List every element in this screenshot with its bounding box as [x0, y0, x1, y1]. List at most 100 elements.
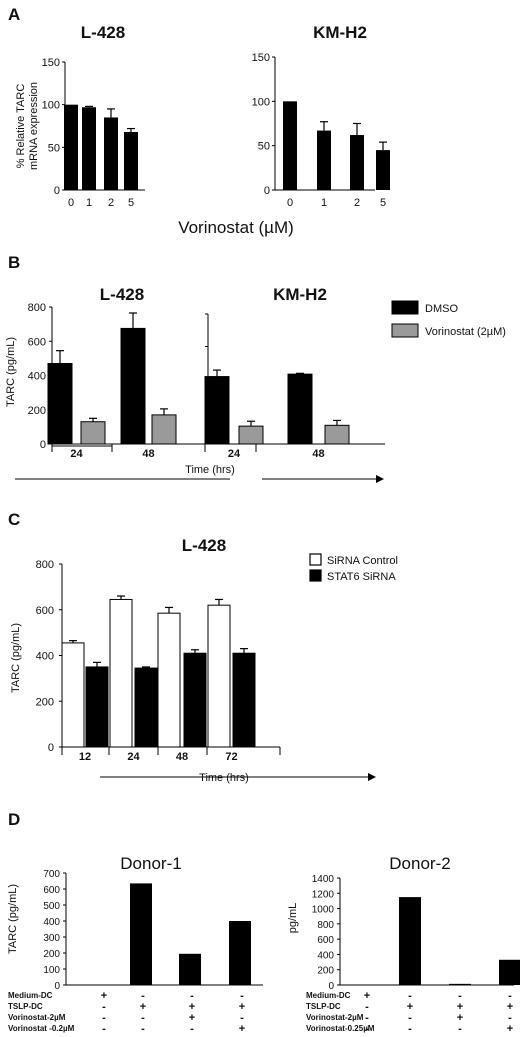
y-tick-label: 0 [54, 185, 60, 197]
panel-label-d: D [8, 810, 20, 829]
condition-sign: + [507, 1001, 513, 1013]
condition-sign: - [190, 1023, 194, 1035]
condition-sign: - [365, 1012, 369, 1024]
condition-sign: - [365, 1023, 369, 1035]
bar-b [324, 424, 350, 445]
bar [449, 983, 471, 985]
chart-5: Donor-1 0 100 200 300 400 500 600 700 [43, 854, 263, 992]
y-tick-label: 200 [43, 949, 60, 960]
bar [104, 117, 118, 190]
bar-b [183, 652, 207, 748]
x-tick-label: 48 [142, 448, 154, 460]
condition-sign: - [190, 990, 194, 1002]
condition-sign: + [239, 1001, 245, 1013]
y-tick-label: 100 [252, 96, 270, 108]
y-axis-label: TARC (pg/mL) [10, 623, 22, 693]
bar-b [85, 666, 109, 748]
condition-sign: - [408, 990, 412, 1002]
legend-label: STAT6 SiRNA [327, 571, 396, 583]
condition-label: Vorinostat-2µM [306, 1013, 364, 1022]
y-tick-label: 600 [317, 935, 334, 946]
bar [317, 130, 331, 190]
bar [124, 131, 138, 190]
condition-sign: - [458, 1023, 462, 1035]
y-tick-label: 0 [54, 981, 60, 992]
condition-label: TSLP-DC [8, 1002, 43, 1011]
condition-sign: - [408, 1012, 412, 1024]
y-axis-label: TARC (pg/mL) [7, 884, 19, 954]
y-tick-label: 100 [43, 965, 60, 976]
chart-4: L-428 0 200 400 600 800 12 24 48 72 [36, 536, 280, 763]
bar [399, 897, 421, 985]
x-tick-label: 24 [70, 448, 83, 460]
legend-swatch [391, 300, 419, 315]
y-tick-label: 1400 [312, 874, 335, 885]
condition-sign: + [457, 1001, 463, 1013]
chart-3: KM-H2 24 48 [204, 285, 385, 460]
x-tick-label: 5 [380, 197, 386, 209]
bar-b [232, 652, 256, 748]
condition-sign: + [457, 1012, 463, 1024]
bar-a [47, 363, 73, 445]
x-tick-label: 24 [127, 751, 140, 763]
chart-title: Donor-2 [389, 854, 450, 873]
condition-sign: - [458, 990, 462, 1002]
chart-title: KM-H2 [313, 23, 367, 42]
y-tick-label: 50 [48, 142, 60, 154]
y-tick-label: 0 [264, 185, 270, 197]
bar-b [151, 414, 177, 445]
x-tick-label: 72 [225, 751, 237, 763]
condition-sign: - [102, 1012, 106, 1024]
x-tick-label: 2 [354, 197, 360, 209]
bar-a [61, 642, 85, 748]
legend-swatch [309, 553, 322, 566]
y-tick-label: 400 [28, 371, 46, 383]
condition-sign: - [102, 1001, 106, 1013]
x-tick-label: 48 [176, 751, 188, 763]
condition-sign: + [189, 1012, 195, 1024]
chart-title: Donor-1 [120, 854, 181, 873]
condition-label: Vorinostat-0.25µM [306, 1024, 375, 1033]
condition-label: Vorinostat-2µM [8, 1013, 66, 1022]
legend-label: SiRNA Control [327, 555, 398, 567]
x-tick-label: 48 [312, 448, 324, 460]
condition-sign: + [507, 1023, 513, 1035]
bar-b [80, 421, 106, 445]
bar [229, 921, 251, 985]
y-tick-label: 150 [42, 57, 60, 69]
x-axis-label: Time (hrs) [185, 464, 235, 476]
y-tick-label: 1200 [312, 889, 335, 900]
chart-title: L-428 [182, 536, 226, 555]
y-tick-label: 400 [36, 651, 54, 663]
condition-sign: - [408, 1023, 412, 1035]
y-label-line-1: % Relative TARC [15, 84, 27, 169]
condition-sign: + [364, 990, 370, 1002]
y-tick-label: 200 [28, 405, 46, 417]
bar [499, 959, 520, 985]
y-tick-label: 1000 [312, 905, 335, 916]
bar-a [204, 376, 230, 445]
x-tick-label: 12 [79, 751, 91, 763]
y-tick-label: 300 [43, 933, 60, 944]
condition-sign: + [189, 1001, 195, 1013]
legend-label: Vorinostat (2µM) [425, 326, 506, 338]
condition-sign: + [407, 1001, 413, 1013]
x-axis-label: Time (hrs) [199, 772, 249, 784]
y-tick-label: 600 [43, 885, 60, 896]
y-tick-label: 0 [328, 981, 334, 992]
x-tick-label: 0 [68, 197, 74, 209]
y-axis-label: TARC (pg/mL) [5, 337, 17, 407]
chart-2: L-428 0 200 400 600 800 24 48 [28, 285, 205, 460]
y-tick-label: 0 [48, 742, 54, 754]
y-tick-label: 150 [252, 52, 270, 64]
y-tick-label: 100 [42, 100, 60, 112]
panel-label-c: C [8, 510, 20, 529]
y-axis-label: pg/mL [287, 903, 299, 934]
condition-label: Vorinostat -0.2µM [8, 1024, 75, 1033]
condition-sign: - [141, 1023, 145, 1035]
condition-sign: - [508, 1012, 512, 1024]
y-tick-label: 0 [40, 439, 46, 451]
